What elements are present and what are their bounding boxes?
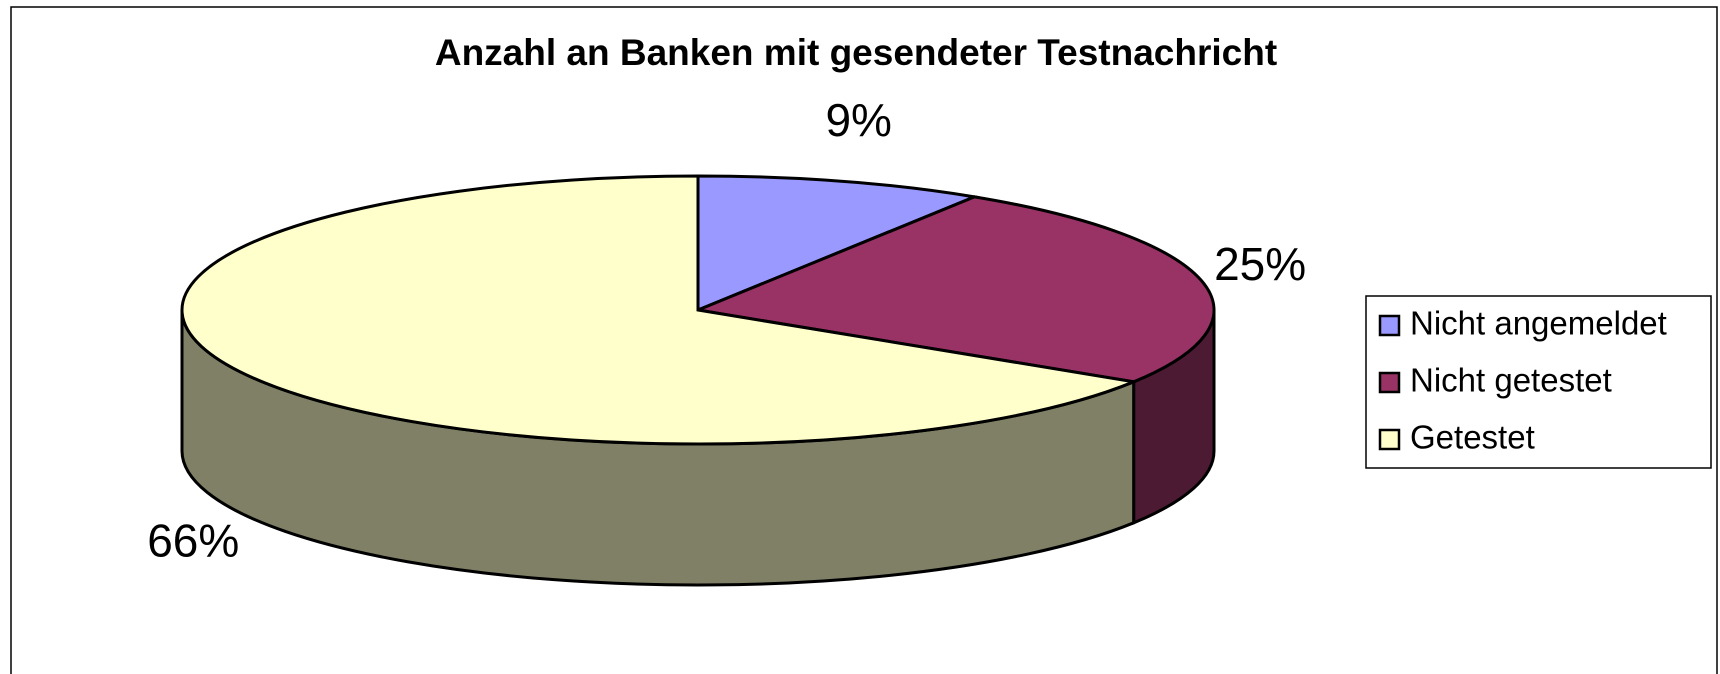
- data-label: 9%: [825, 94, 891, 146]
- data-label: 25%: [1214, 238, 1306, 290]
- legend-label: Getestet: [1410, 419, 1535, 456]
- legend-swatch: [1378, 371, 1401, 394]
- pie-slice: [696, 174, 980, 313]
- pie-slice: [692, 195, 1216, 384]
- legend-label: Nicht angemeldet: [1410, 305, 1667, 342]
- chart-title: Anzahl an Banken mit gesendeter Testnach…: [435, 32, 1277, 73]
- pie-slice: [180, 174, 1140, 446]
- data-label: 66%: [147, 515, 239, 567]
- legend-box: [1365, 295, 1712, 469]
- legend-swatch: [1378, 314, 1401, 337]
- legend-swatch: [1378, 428, 1401, 451]
- legend-label: Nicht getestet: [1410, 362, 1612, 399]
